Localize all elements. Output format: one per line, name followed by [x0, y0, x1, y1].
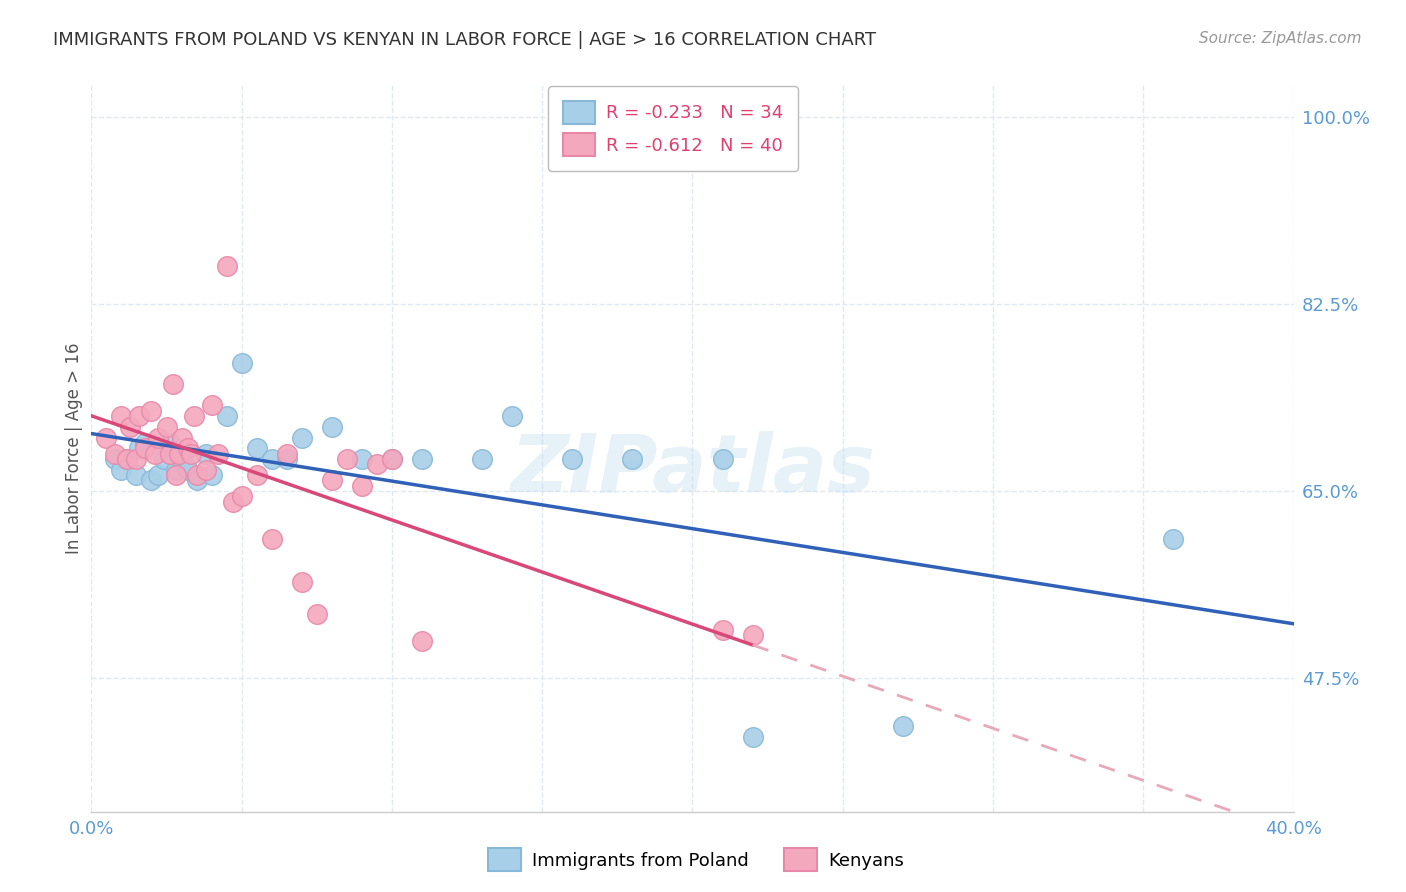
Point — [104, 451, 127, 466]
Legend: Immigrants from Poland, Kenyans: Immigrants from Poland, Kenyans — [481, 841, 911, 879]
Point — [741, 628, 763, 642]
Point — [152, 451, 174, 466]
Point — [321, 473, 343, 487]
Point — [411, 633, 433, 648]
Point — [165, 467, 187, 482]
Point — [180, 446, 202, 460]
Point — [128, 409, 150, 424]
Text: Source: ZipAtlas.com: Source: ZipAtlas.com — [1198, 31, 1361, 46]
Point — [159, 446, 181, 460]
Point — [176, 462, 198, 476]
Point — [321, 420, 343, 434]
Point — [201, 467, 224, 482]
Point — [350, 451, 373, 466]
Point — [125, 451, 148, 466]
Point — [215, 409, 238, 424]
Point — [246, 467, 269, 482]
Point — [366, 457, 388, 471]
Point — [134, 442, 156, 456]
Point — [741, 730, 763, 744]
Point — [96, 431, 118, 445]
Point — [231, 356, 253, 370]
Point — [146, 431, 169, 445]
Point — [170, 431, 193, 445]
Legend: R = -0.233   N = 34, R = -0.612   N = 40: R = -0.233 N = 34, R = -0.612 N = 40 — [548, 87, 797, 170]
Point — [1161, 532, 1184, 546]
Point — [231, 489, 253, 503]
Point — [110, 462, 132, 476]
Point — [381, 451, 404, 466]
Point — [117, 451, 139, 466]
Point — [120, 420, 142, 434]
Point — [194, 462, 217, 476]
Point — [711, 623, 734, 637]
Point — [170, 451, 193, 466]
Point — [186, 467, 208, 482]
Point — [891, 719, 914, 733]
Point — [276, 451, 298, 466]
Point — [350, 478, 373, 492]
Point — [471, 451, 494, 466]
Point — [305, 607, 328, 621]
Point — [207, 446, 229, 460]
Point — [167, 446, 190, 460]
Text: ZIPatlas: ZIPatlas — [510, 431, 875, 509]
Point — [186, 473, 208, 487]
Point — [561, 451, 583, 466]
Point — [215, 260, 238, 274]
Point — [159, 436, 181, 450]
Point — [134, 436, 156, 450]
Point — [711, 451, 734, 466]
Point — [117, 451, 139, 466]
Point — [291, 574, 314, 589]
Point — [246, 442, 269, 456]
Point — [165, 462, 187, 476]
Point — [201, 399, 224, 413]
Point — [104, 446, 127, 460]
Point — [260, 532, 283, 546]
Point — [183, 409, 205, 424]
Point — [155, 420, 177, 434]
Point — [260, 451, 283, 466]
Point — [143, 446, 166, 460]
Point — [381, 451, 404, 466]
Point — [176, 442, 198, 456]
Point — [621, 451, 644, 466]
Point — [146, 467, 169, 482]
Text: IMMIGRANTS FROM POLAND VS KENYAN IN LABOR FORCE | AGE > 16 CORRELATION CHART: IMMIGRANTS FROM POLAND VS KENYAN IN LABO… — [53, 31, 876, 49]
Point — [411, 451, 433, 466]
Point — [141, 473, 163, 487]
Point — [336, 451, 359, 466]
Point — [125, 467, 148, 482]
Point — [501, 409, 523, 424]
Y-axis label: In Labor Force | Age > 16: In Labor Force | Age > 16 — [65, 343, 83, 554]
Point — [162, 377, 184, 392]
Point — [110, 409, 132, 424]
Point — [276, 446, 298, 460]
Point — [221, 494, 243, 508]
Point — [194, 446, 217, 460]
Point — [128, 442, 150, 456]
Point — [291, 431, 314, 445]
Point — [141, 404, 163, 418]
